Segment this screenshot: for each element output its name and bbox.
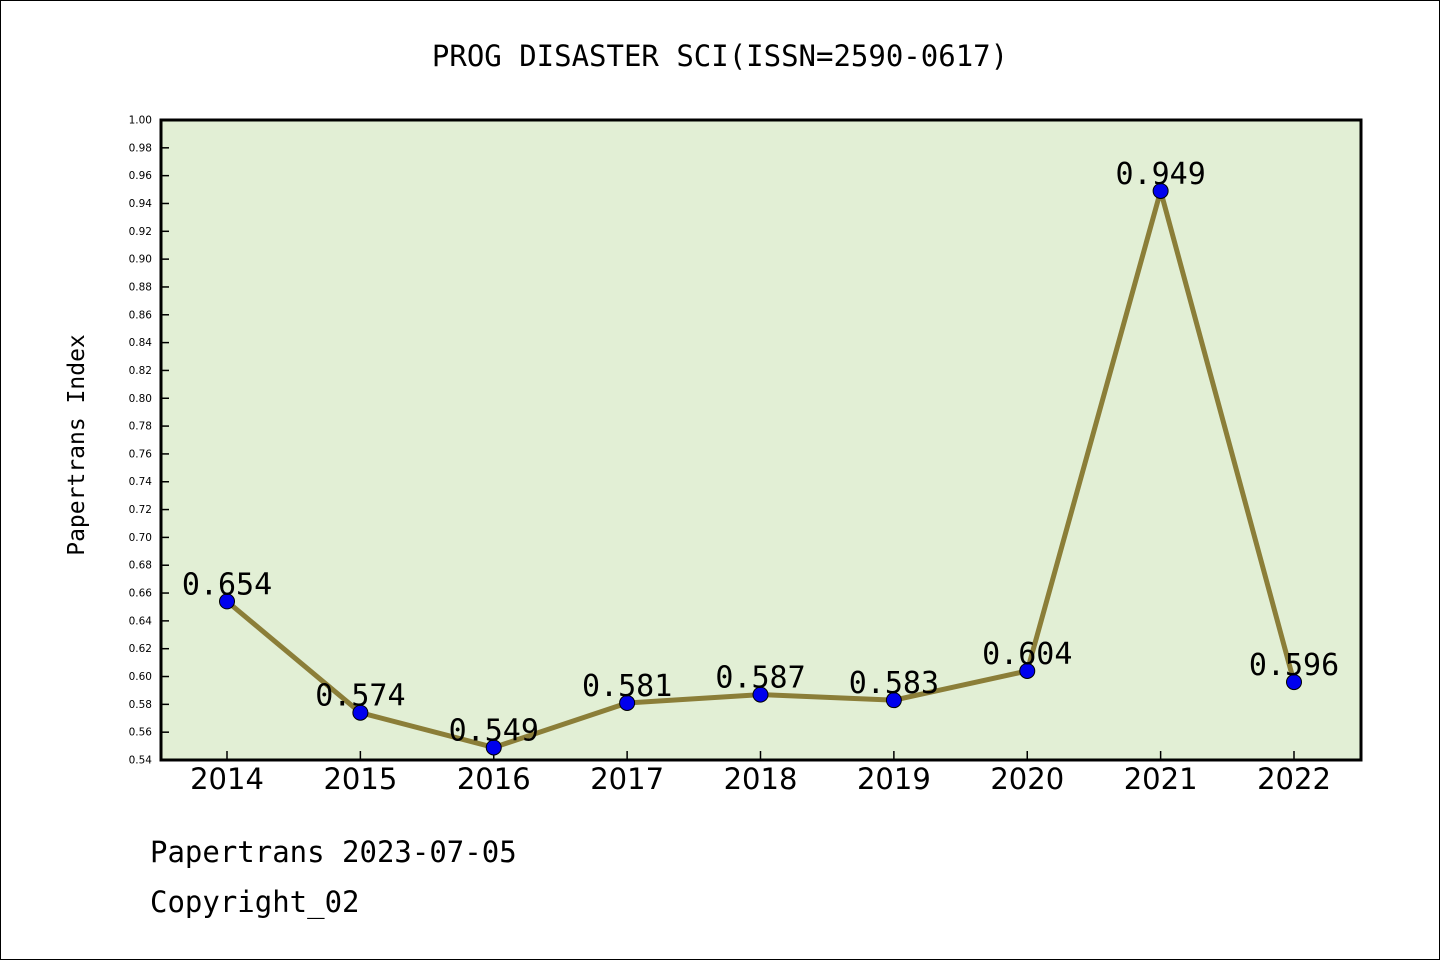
y-tick-label: 0.96 xyxy=(129,170,153,182)
x-tick-label: 2014 xyxy=(190,762,264,796)
data-label: 0.581 xyxy=(582,669,672,704)
y-tick-label: 0.82 xyxy=(129,365,152,377)
data-point xyxy=(619,694,636,711)
plot-area xyxy=(159,118,1363,762)
data-label: 0.604 xyxy=(982,637,1072,672)
data-point xyxy=(1019,662,1036,679)
y-tick-label: 0.80 xyxy=(129,393,152,405)
y-tick-label: 0.58 xyxy=(129,699,152,711)
y-tick-label: 0.92 xyxy=(129,226,152,238)
x-axis: 2014 2015 2016 2017 2018 2019 2020 2021 2022 xyxy=(190,751,1331,796)
chart-title: PROG DISASTER SCI(ISSN=2590-0617) xyxy=(432,39,1008,73)
x-tick-label: 2016 xyxy=(457,762,531,796)
data-point xyxy=(219,593,235,610)
x-tick-label: 2019 xyxy=(857,762,931,796)
data-point xyxy=(485,739,502,756)
data-label: 0.574 xyxy=(315,679,405,714)
y-tick-label: 0.98 xyxy=(129,142,152,154)
data-label: 0.654 xyxy=(182,567,272,602)
data-label: 0.549 xyxy=(449,713,539,748)
x-tick-label: 2015 xyxy=(323,762,397,796)
y-tick-label: 0.88 xyxy=(129,281,152,293)
data-label: 0.583 xyxy=(849,666,939,701)
data-label: 0.596 xyxy=(1249,648,1339,683)
y-tick-label: 0.86 xyxy=(129,309,153,321)
data-label: 0.949 xyxy=(1115,157,1205,192)
footer-copyright: Copyright_02 xyxy=(150,885,360,919)
y-tick-label: 0.72 xyxy=(129,504,152,516)
x-tick-label: 2018 xyxy=(724,762,798,796)
y-tick-label: 1.00 xyxy=(129,115,152,127)
data-point xyxy=(885,692,902,709)
x-tick-label: 2021 xyxy=(1124,762,1198,796)
data-point xyxy=(1152,182,1169,199)
y-tick-label: 0.62 xyxy=(129,643,152,655)
data-label: 0.587 xyxy=(715,661,805,696)
data-point xyxy=(752,686,769,703)
y-tick-label: 0.76 xyxy=(129,448,153,460)
x-tick-label: 2017 xyxy=(590,762,664,796)
y-tick-label: 0.78 xyxy=(129,421,152,433)
y-tick-label: 0.66 xyxy=(129,588,153,600)
y-axis-label: Papertrans Index xyxy=(64,334,90,556)
y-tick-label: 0.94 xyxy=(129,198,153,210)
y-tick-label: 0.60 xyxy=(129,671,152,683)
data-point xyxy=(1286,674,1302,691)
y-tick-label: 0.74 xyxy=(129,476,153,488)
data-point xyxy=(352,704,369,721)
x-tick-label: 2020 xyxy=(990,762,1064,796)
y-axis: 0.54 0.56 0.58 0.60 0.62 0.64 0.66 0.68 0.70 0.72… xyxy=(129,115,169,767)
y-tick-label: 0.70 xyxy=(129,532,152,544)
y-tick-label: 0.68 xyxy=(129,560,152,572)
y-tick-label: 0.56 xyxy=(129,727,153,739)
y-tick-label: 0.84 xyxy=(129,337,153,349)
y-tick-label: 0.64 xyxy=(129,615,153,627)
y-tick-label: 0.90 xyxy=(129,254,152,266)
x-tick-label: 2022 xyxy=(1257,762,1331,796)
footer-date: Papertrans 2023-07-05 xyxy=(150,835,517,869)
series-layer: 0.654 0.574 0.549 0.581 0.587 0.583 0.604 0.949… xyxy=(182,157,1339,756)
y-tick-label: 0.54 xyxy=(129,755,153,767)
